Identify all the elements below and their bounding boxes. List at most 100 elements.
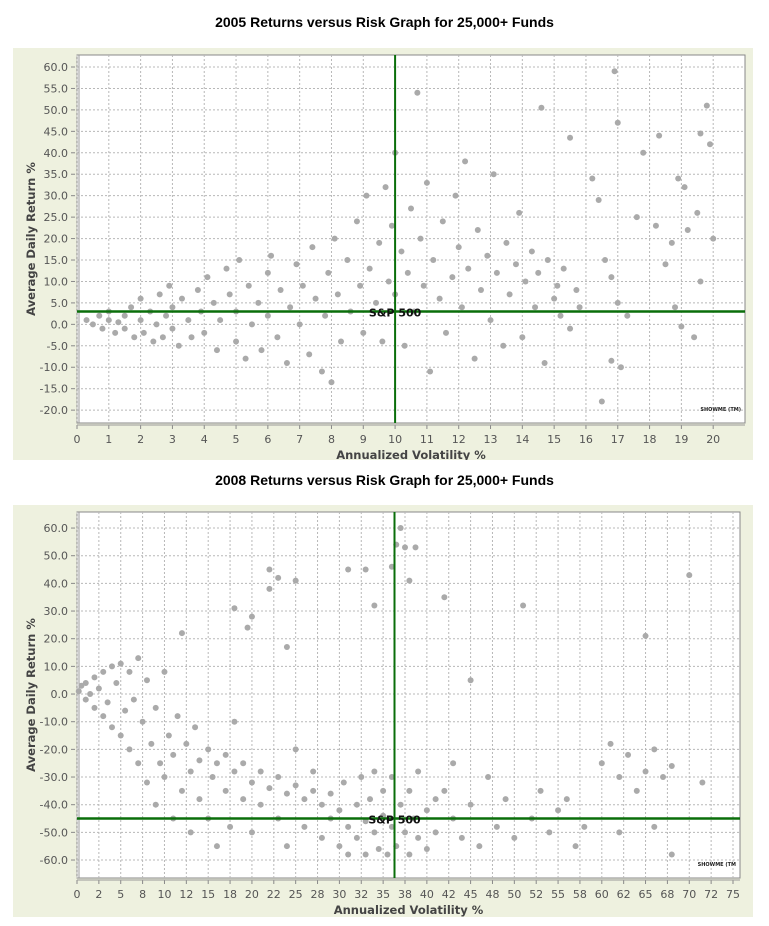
data-point <box>371 602 378 609</box>
x-tick-label: 16 <box>579 433 593 446</box>
data-point <box>467 677 474 684</box>
data-point <box>598 398 605 405</box>
data-point <box>699 779 706 786</box>
data-point <box>183 740 190 747</box>
data-point <box>205 746 212 753</box>
data-point <box>293 261 300 268</box>
x-tick-label: 60 <box>595 888 609 901</box>
y-tick-label: -10.0 <box>40 361 68 374</box>
data-point <box>150 338 157 345</box>
data-point <box>108 663 115 670</box>
data-point <box>511 834 518 841</box>
y-tick-label: -60.0 <box>40 854 68 867</box>
data-point <box>100 668 107 675</box>
data-point <box>283 644 290 651</box>
data-point <box>345 566 352 573</box>
data-point <box>83 317 90 324</box>
data-point <box>406 577 413 584</box>
data-point <box>462 158 469 165</box>
data-point <box>338 338 345 345</box>
x-tick-label: 9 <box>360 433 367 446</box>
data-point <box>327 790 334 797</box>
data-point <box>117 660 124 667</box>
data-point <box>91 704 98 711</box>
data-point <box>130 696 137 703</box>
watermark: SHOWME (TM <box>698 862 736 868</box>
data-point <box>388 774 395 781</box>
data-point <box>450 760 457 767</box>
data-point <box>204 274 211 281</box>
data-point <box>196 796 203 803</box>
data-point <box>576 304 583 311</box>
x-tick-label: 6 <box>264 433 271 446</box>
y-tick-label: 45.0 <box>44 125 69 138</box>
data-point <box>465 265 472 272</box>
y-tick-label: -40.0 <box>40 799 68 812</box>
data-point <box>358 774 365 781</box>
data-point <box>82 679 89 686</box>
data-point <box>427 368 434 375</box>
y-tick-label: 50.0 <box>44 550 69 563</box>
y-axis-label: Average Daily Return % <box>24 618 38 772</box>
data-point <box>292 746 299 753</box>
x-tick-label: 68 <box>660 888 674 901</box>
data-point <box>557 312 564 319</box>
data-point <box>402 829 409 836</box>
data-point <box>105 317 112 324</box>
data-point <box>163 312 170 319</box>
data-point <box>301 823 308 830</box>
data-point <box>248 321 255 328</box>
data-point <box>287 304 294 311</box>
data-point <box>178 295 185 302</box>
data-point <box>652 222 659 229</box>
data-point <box>373 299 380 306</box>
data-point <box>344 257 351 264</box>
data-point <box>137 295 144 302</box>
data-point <box>117 732 124 739</box>
data-point <box>353 218 360 225</box>
data-point <box>538 104 545 111</box>
data-point <box>439 218 446 225</box>
data-point <box>449 274 456 281</box>
data-point <box>563 796 570 803</box>
x-tick-label: 22 <box>267 888 281 901</box>
data-point <box>357 282 364 289</box>
data-point <box>420 282 427 289</box>
data-point <box>266 566 273 573</box>
data-point <box>318 801 325 808</box>
data-point <box>633 214 640 221</box>
data-point <box>371 768 378 775</box>
data-point <box>283 790 290 797</box>
y-tick-label: 15.0 <box>44 254 69 267</box>
data-point <box>345 823 352 830</box>
data-point <box>572 843 579 850</box>
y-tick-label: 50.0 <box>44 104 69 117</box>
data-point <box>152 801 159 808</box>
data-point <box>595 196 602 203</box>
x-axis-label: Annualized Volatility % <box>336 448 486 460</box>
data-point <box>546 829 553 836</box>
data-point <box>414 89 421 96</box>
data-point <box>660 774 667 781</box>
data-point <box>178 787 185 794</box>
data-point <box>441 594 448 601</box>
data-point <box>380 812 387 819</box>
data-point <box>257 801 264 808</box>
data-point <box>555 807 562 814</box>
data-point <box>82 696 89 703</box>
data-point <box>388 563 395 570</box>
data-point <box>169 325 176 332</box>
y-tick-label: 55.0 <box>44 82 69 95</box>
data-point <box>474 226 481 233</box>
data-point <box>388 823 395 830</box>
data-point <box>503 239 510 246</box>
data-point <box>264 269 271 276</box>
data-point <box>703 102 710 109</box>
x-tick-label: 0 <box>74 433 81 446</box>
data-point <box>512 261 519 268</box>
data-point <box>581 823 588 830</box>
data-point <box>614 119 621 126</box>
data-point <box>113 679 120 686</box>
data-point <box>684 226 691 233</box>
y-tick-label: -50.0 <box>40 826 68 839</box>
